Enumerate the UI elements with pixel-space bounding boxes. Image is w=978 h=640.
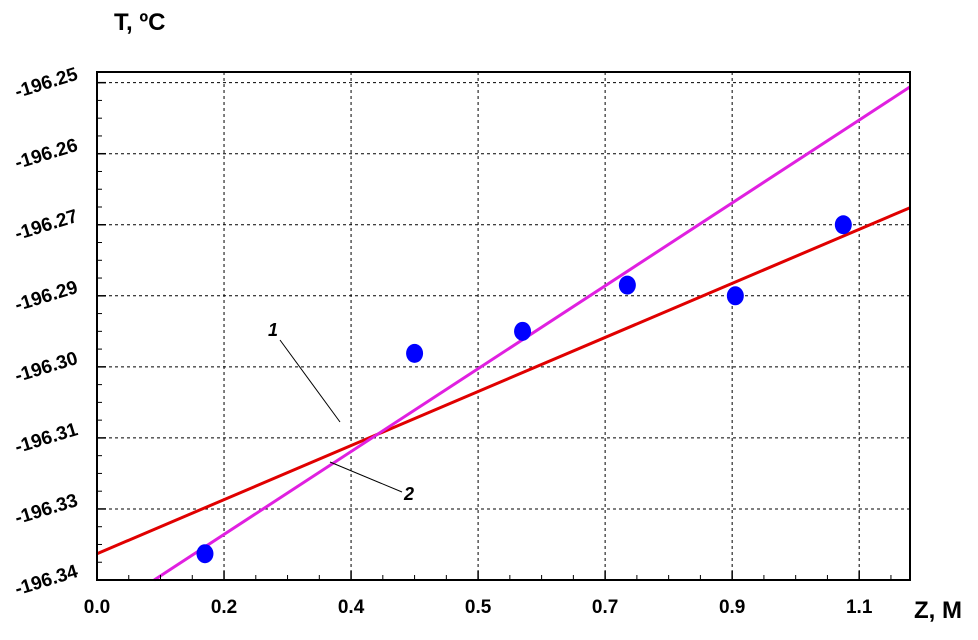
x-tick-label: 0.5 — [465, 597, 492, 618]
plot-background — [97, 72, 910, 580]
x-tick-label: 0.9 — [719, 597, 745, 618]
y-tick-label: -196.25 — [13, 64, 81, 103]
callouts: 12 — [268, 320, 414, 504]
plot-frame — [96, 71, 911, 581]
data-point — [834, 215, 852, 235]
x-tick-label: 0.4 — [338, 597, 365, 618]
data-points — [196, 215, 852, 564]
fit-lines — [96, 85, 911, 582]
callout-leader-2 — [329, 461, 403, 493]
callout-leader-1 — [279, 339, 341, 423]
x-tick-label: 0.2 — [211, 597, 237, 618]
y-tick-label: -196.30 — [13, 348, 81, 387]
x-axis-title: Z, M — [914, 597, 962, 624]
grid — [97, 72, 910, 580]
y-tick-label: -196.33 — [13, 490, 81, 529]
x-tick-label: 0.7 — [592, 597, 618, 618]
fit-line-2 — [153, 85, 911, 582]
data-point — [726, 286, 744, 306]
fit-line-1 — [96, 206, 911, 556]
x-tick-label: 0.0 — [84, 597, 110, 618]
y-tick-label: -196.34 — [13, 561, 81, 600]
callout-label-1: 1 — [268, 320, 278, 340]
y-tick-label: -196.27 — [13, 206, 81, 245]
data-point — [406, 343, 424, 363]
data-point — [514, 321, 532, 341]
y-tick-label: -196.29 — [13, 277, 81, 316]
callout-label-2: 2 — [403, 484, 414, 504]
data-point — [196, 544, 214, 564]
y-tick-label: -196.26 — [13, 135, 81, 174]
y-axis-title: T, ºC — [114, 9, 165, 36]
y-tick-label: -196.31 — [13, 419, 81, 458]
x-tick-label: 1.1 — [846, 597, 873, 618]
data-point — [618, 275, 636, 295]
